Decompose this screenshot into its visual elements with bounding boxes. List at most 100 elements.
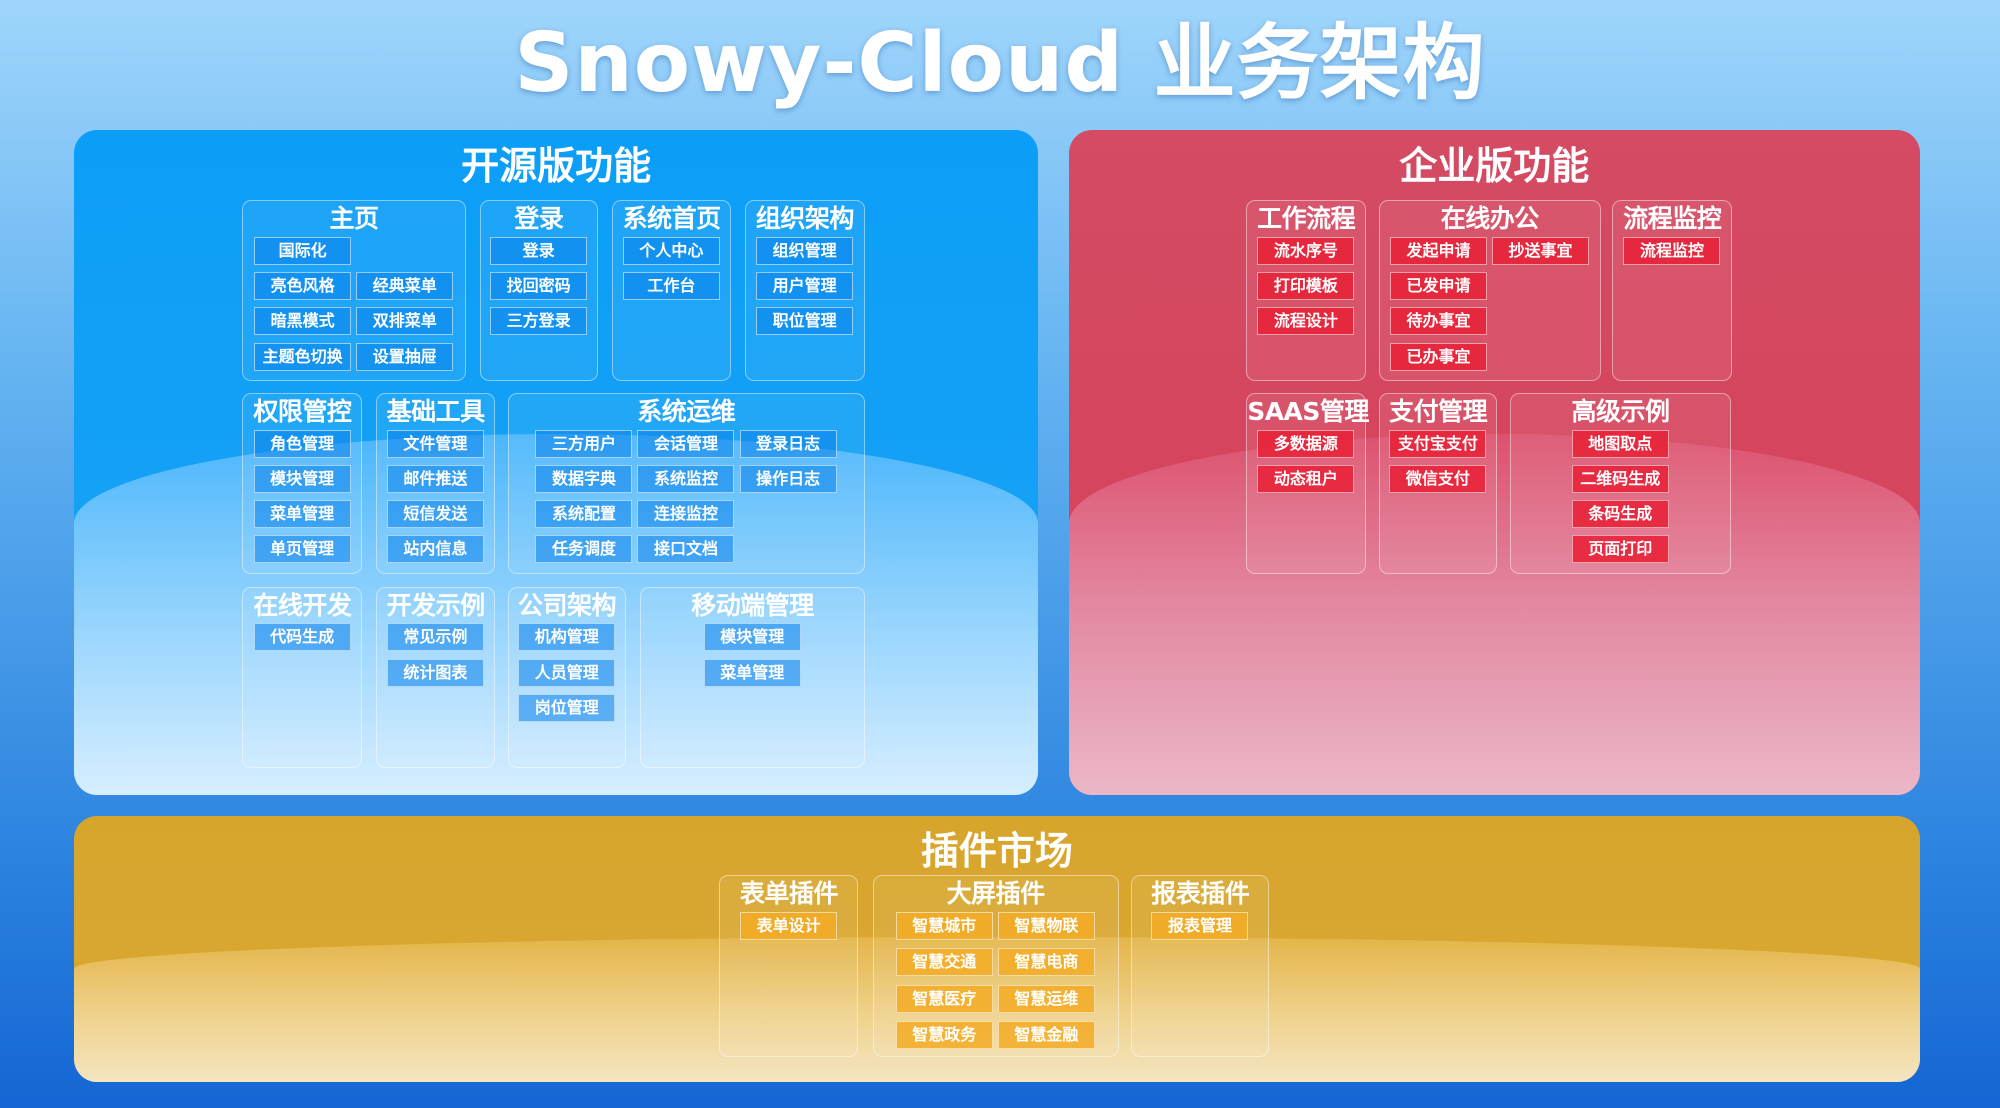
- feature-group: 主页 国际化 亮色风格 经典菜单 暗黑模式 双排菜单 主题色切换 设置抽屉: [242, 200, 466, 382]
- feature-item[interactable]: 智慧城市: [895, 911, 993, 940]
- feature-item[interactable]: 抄送事宜: [1491, 236, 1589, 265]
- feature-item[interactable]: 任务调度: [535, 535, 633, 564]
- feature-item[interactable]: 三方用户: [535, 429, 633, 458]
- group-title: 表单插件: [739, 878, 839, 908]
- feature-item[interactable]: 智慧金融: [997, 1021, 1095, 1050]
- enterprise-panel-title: 企业版功能: [1399, 143, 1590, 188]
- feature-item[interactable]: 流水序号: [1257, 236, 1355, 265]
- feature-group: 大屏插件 智慧城市 智慧物联 智慧交通 智慧电商 智慧医疗 智慧运维 智慧政务 智慧金融: [872, 874, 1119, 1058]
- feature-item[interactable]: 双排菜单: [356, 307, 454, 336]
- feature-item[interactable]: 职位管理: [756, 307, 854, 336]
- feature-item[interactable]: 操作日志: [739, 464, 837, 493]
- feature-item[interactable]: 邮件推送: [386, 464, 484, 493]
- feature-item[interactable]: 动态租户: [1257, 464, 1355, 493]
- feature-item[interactable]: 代码生成: [253, 623, 351, 652]
- feature-item[interactable]: 已发申请: [1389, 272, 1487, 301]
- feature-item[interactable]: 表单设计: [740, 911, 838, 940]
- feature-item[interactable]: 接口文档: [637, 535, 735, 564]
- feature-item[interactable]: 工作台: [622, 272, 720, 301]
- feature-item[interactable]: 流程设计: [1257, 307, 1355, 336]
- group-title: 公司架构: [517, 590, 617, 620]
- feature-item[interactable]: 单页管理: [253, 535, 351, 564]
- feature-group: 工作流程 流水序号打印模板流程设计: [1246, 200, 1367, 382]
- group-title: 支付管理: [1389, 396, 1488, 426]
- group-title: 系统运维: [637, 396, 736, 426]
- feature-item[interactable]: 个人中心: [622, 236, 720, 265]
- feature-item[interactable]: 待办事宜: [1389, 307, 1487, 336]
- feature-item[interactable]: 找回密码: [490, 272, 588, 301]
- feature-item[interactable]: 暗黑模式: [254, 307, 352, 336]
- feature-item[interactable]: 连接监控: [637, 499, 735, 528]
- feature-group: 权限管控 角色管理 模块管理 菜单管理 单页管理: [242, 392, 363, 574]
- group-title: SAAS管理: [1247, 396, 1369, 426]
- feature-item[interactable]: 已办事宜: [1389, 342, 1487, 371]
- feature-item[interactable]: 机构管理: [518, 623, 616, 652]
- feature-item[interactable]: 智慧运维: [997, 984, 1095, 1013]
- group-title: 报表插件: [1151, 878, 1250, 908]
- feature-group: 基础工具 文件管理 邮件推送 短信发送 站内信息: [376, 392, 495, 574]
- group-title: 开发示例: [386, 590, 486, 620]
- group-title: 工作流程: [1257, 204, 1356, 234]
- feature-item[interactable]: 地图取点: [1571, 429, 1669, 458]
- feature-item[interactable]: 发起申请: [1389, 236, 1487, 265]
- feature-group: 在线开发 代码生成: [242, 586, 363, 768]
- feature-item[interactable]: 用户管理: [756, 272, 854, 301]
- open-panel: 开源版功能 主页 国际化 亮色风格 经典菜单 暗黑模式 双排菜单 主题色切换 设置抽屉 登录 登录找…: [74, 130, 1039, 795]
- enterprise-panel: 企业版功能工作流程 流水序号打印模板流程设计 在线办公 发起申请 抄送事宜 已发申请待办事…: [1068, 130, 1920, 795]
- feature-item[interactable]: 经典菜单: [356, 272, 454, 301]
- feature-item[interactable]: 登录: [490, 236, 588, 265]
- feature-item[interactable]: 统计图表: [386, 658, 484, 687]
- group-title: 系统首页: [622, 204, 722, 234]
- page-title: Snowy-Cloud 业务架构: [514, 16, 1486, 111]
- group-title: 在线办公: [1440, 204, 1540, 234]
- group-title: 登录: [514, 204, 564, 234]
- feature-item[interactable]: 登录日志: [739, 429, 837, 458]
- feature-item[interactable]: 设置抽屉: [356, 342, 454, 371]
- feature-item[interactable]: 智慧医疗: [895, 984, 993, 1013]
- feature-item[interactable]: 数据字典: [535, 464, 633, 493]
- feature-item[interactable]: 打印模板: [1257, 272, 1355, 301]
- feature-item[interactable]: 智慧物联: [997, 911, 1095, 940]
- feature-item[interactable]: 系统配置: [535, 499, 633, 528]
- feature-item[interactable]: 组织管理: [756, 236, 854, 265]
- feature-item[interactable]: 系统监控: [637, 464, 735, 493]
- feature-item[interactable]: 会话管理: [637, 429, 735, 458]
- feature-item[interactable]: 人员管理: [518, 658, 616, 687]
- feature-item[interactable]: 条码生成: [1571, 499, 1669, 528]
- feature-item[interactable]: 站内信息: [386, 535, 484, 564]
- feature-group: 组织架构 组织管理用户管理职位管理: [744, 200, 865, 382]
- feature-item[interactable]: 菜单管理: [703, 658, 801, 687]
- feature-item[interactable]: 主题色切换: [254, 342, 352, 371]
- feature-item[interactable]: 支付宝支付: [1389, 429, 1487, 458]
- feature-group: SAAS管理 多数据源动态租户: [1246, 392, 1369, 574]
- feature-item[interactable]: 文件管理: [386, 429, 484, 458]
- feature-item[interactable]: 智慧政务: [895, 1021, 993, 1050]
- feature-item[interactable]: 微信支付: [1389, 464, 1487, 493]
- feature-item[interactable]: 报表管理: [1151, 911, 1249, 940]
- feature-item[interactable]: 国际化: [254, 236, 352, 265]
- plugins-panel: 插件市场 表单插件 表单设计 大屏插件 智慧城市 智慧物联 智慧交通 智慧电商 智慧医疗 智慧运维…: [74, 816, 1920, 1082]
- feature-item[interactable]: 页面打印: [1571, 535, 1669, 564]
- feature-item[interactable]: 角色管理: [253, 429, 351, 458]
- feature-item[interactable]: 常见示例: [386, 623, 484, 652]
- group-title: 在线开发: [253, 590, 352, 620]
- feature-item[interactable]: 模块管理: [703, 623, 801, 652]
- feature-item[interactable]: 菜单管理: [253, 499, 351, 528]
- group-title: 移动端管理: [691, 590, 814, 620]
- feature-group: 系统运维 三方用户 会话管理 登录日志数据字典 系统监控 操作日志系统配置 连接监控 任务调度…: [507, 392, 865, 574]
- feature-item[interactable]: 智慧电商: [997, 948, 1095, 977]
- feature-item[interactable]: 短信发送: [386, 499, 484, 528]
- feature-item[interactable]: 智慧交通: [895, 948, 993, 977]
- feature-item[interactable]: 多数据源: [1257, 429, 1355, 458]
- plugins-panel-title: 插件市场: [920, 828, 1073, 873]
- group-title: 组织架构: [755, 204, 855, 234]
- feature-item[interactable]: 三方登录: [490, 307, 588, 336]
- feature-group: 表单插件 表单设计: [719, 874, 859, 1058]
- feature-item[interactable]: 模块管理: [253, 464, 351, 493]
- feature-item[interactable]: 岗位管理: [518, 693, 616, 722]
- feature-item[interactable]: 二维码生成: [1571, 464, 1669, 493]
- open-panel-title: 开源版功能: [461, 143, 652, 188]
- feature-item[interactable]: 亮色风格: [254, 272, 352, 301]
- feature-item[interactable]: 流程监控: [1623, 236, 1721, 265]
